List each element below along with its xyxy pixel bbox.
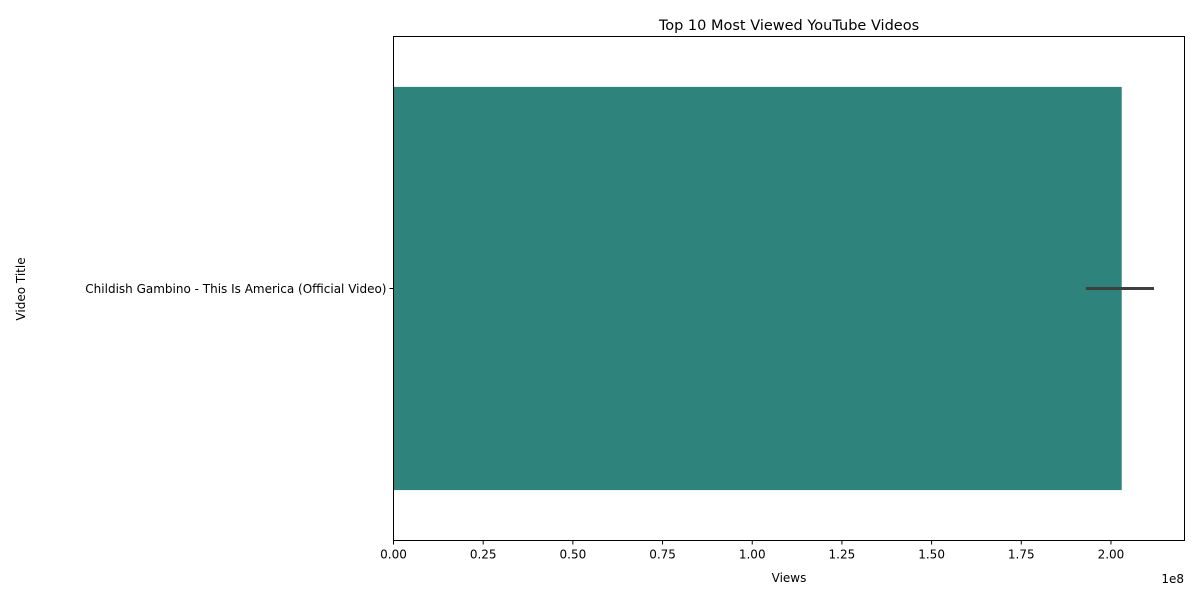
x-axis-label: Views	[772, 571, 807, 585]
bar-0	[393, 86, 1122, 491]
x-tick-label-6: 1.50	[918, 548, 945, 562]
x-tick-label-4: 1.00	[739, 548, 766, 562]
x-axis-offset-text: 1e8	[1161, 572, 1184, 586]
x-tick-label-0: 0.00	[380, 548, 407, 562]
x-tick-label-1: 0.25	[470, 548, 497, 562]
chart-title: Top 10 Most Viewed YouTube Videos	[658, 18, 919, 34]
bars-layer	[393, 86, 1122, 491]
x-tick-label-3: 0.75	[649, 548, 676, 562]
x-tick-label-2: 0.50	[560, 548, 587, 562]
x-tick-label-8: 2.00	[1098, 548, 1125, 562]
x-axis-ticks: 0.00 0.25 0.50 0.75 1.00 1.25 1.50 1.75 2.00	[380, 540, 1125, 562]
x-tick-label-5: 1.25	[829, 548, 856, 562]
y-axis-label: Video Title	[14, 257, 28, 320]
y-axis-ticks: Childish Gambino - This Is America (Offi…	[85, 282, 394, 296]
x-tick-label-7: 1.75	[1008, 548, 1035, 562]
y-tick-label-0: Childish Gambino - This Is America (Offi…	[85, 282, 386, 296]
